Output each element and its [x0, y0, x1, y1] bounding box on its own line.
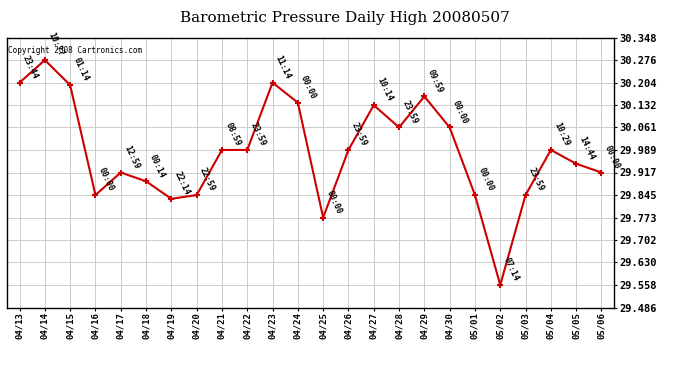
Text: 01:14: 01:14 — [72, 57, 90, 83]
Text: 23:44: 23:44 — [21, 54, 39, 81]
Text: 00:00: 00:00 — [451, 99, 470, 125]
Text: 09:59: 09:59 — [426, 68, 444, 94]
Text: 23:59: 23:59 — [527, 166, 546, 193]
Text: Copyright 2008 Cartronics.com: Copyright 2008 Cartronics.com — [8, 46, 142, 55]
Text: 00:00: 00:00 — [324, 189, 343, 216]
Text: 23:59: 23:59 — [350, 122, 368, 148]
Text: 22:59: 22:59 — [198, 166, 217, 193]
Text: 10:29: 10:29 — [552, 122, 571, 148]
Text: 23:59: 23:59 — [400, 99, 419, 125]
Text: 00:14: 00:14 — [148, 153, 166, 179]
Text: Barometric Pressure Daily High 20080507: Barometric Pressure Daily High 20080507 — [180, 11, 510, 25]
Text: 00:00: 00:00 — [97, 166, 115, 193]
Text: 22:14: 22:14 — [172, 170, 191, 196]
Text: 12:59: 12:59 — [122, 144, 141, 170]
Text: 10:14: 10:14 — [375, 76, 394, 103]
Text: 11:14: 11:14 — [274, 54, 293, 81]
Text: 10:??: 10:?? — [46, 32, 65, 58]
Text: 23:59: 23:59 — [248, 122, 267, 148]
Text: 00:00: 00:00 — [299, 74, 318, 100]
Text: 14:44: 14:44 — [578, 135, 596, 162]
Text: 00:00: 00:00 — [603, 144, 622, 170]
Text: 08:59: 08:59 — [224, 122, 242, 148]
Text: 00:00: 00:00 — [476, 166, 495, 193]
Text: 07:14: 07:14 — [502, 256, 520, 283]
